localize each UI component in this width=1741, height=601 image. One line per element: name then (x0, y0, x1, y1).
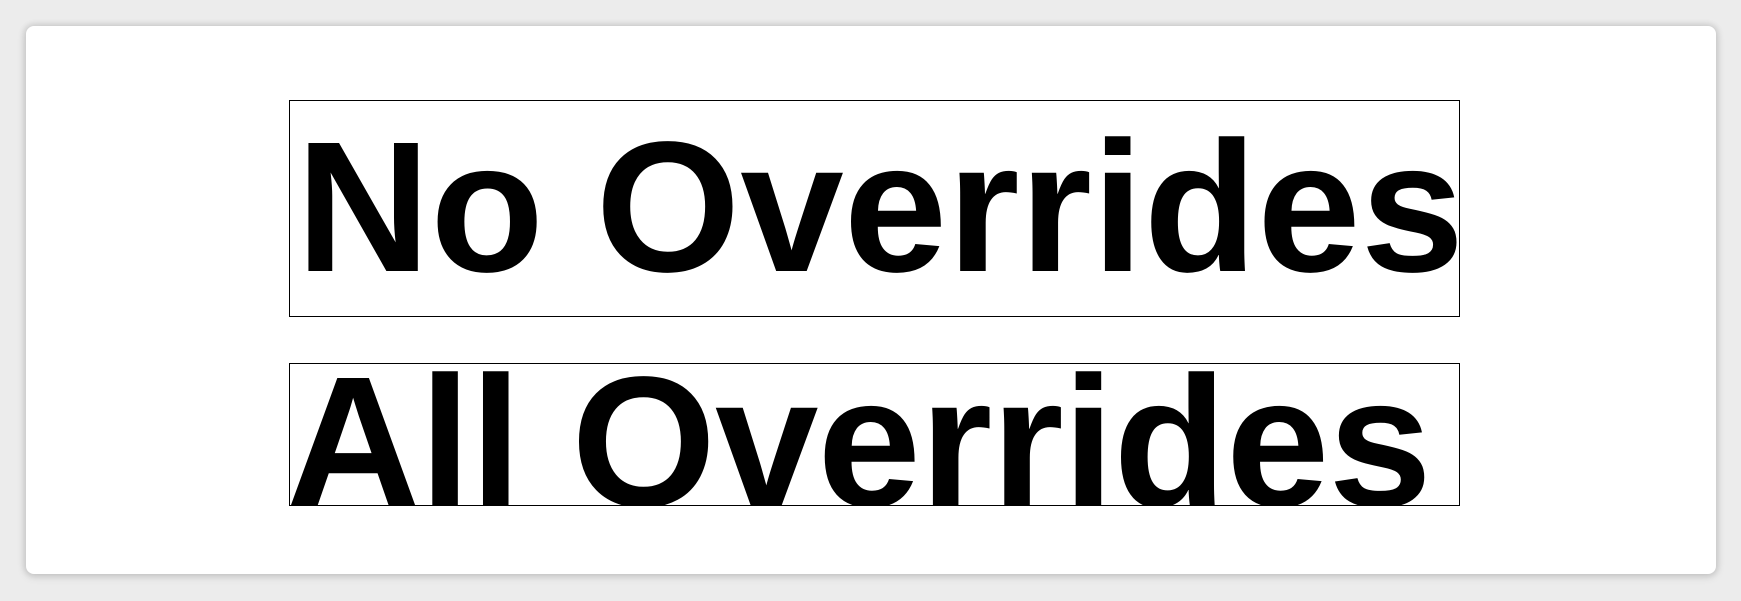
canvas-panel: No Overrides All Overrides (26, 26, 1716, 574)
all-overrides-label: All Overrides (289, 363, 1432, 506)
no-overrides-label: No Overrides (296, 104, 1460, 311)
all-overrides-text-box: All Overrides (289, 363, 1460, 506)
no-overrides-text-box: No Overrides (289, 100, 1460, 317)
